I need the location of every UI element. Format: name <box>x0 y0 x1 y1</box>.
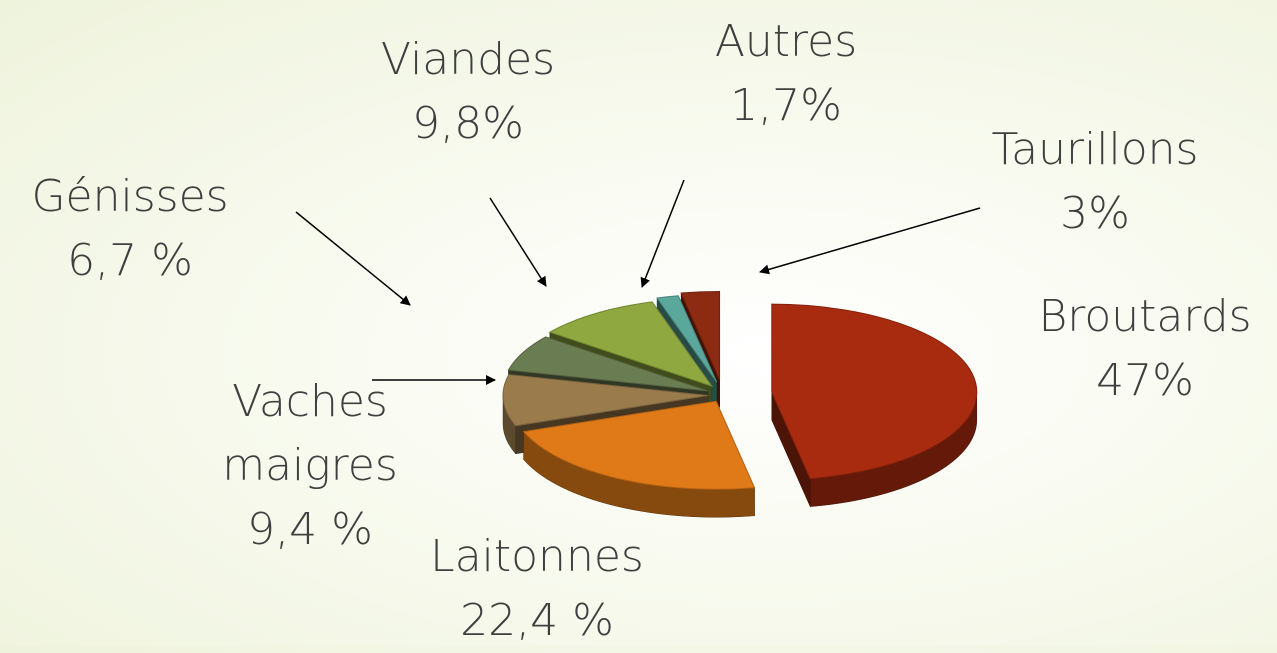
value-label: 22,4 % <box>460 595 614 646</box>
category: Taurillons <box>991 124 1199 175</box>
slice-label: Viandes 9,8% <box>381 28 555 156</box>
slice-label: Laitonnes 22,4 % <box>430 525 644 653</box>
value-label: 6,7 % <box>67 235 193 286</box>
slice-label: Broutards 47% <box>1038 285 1251 413</box>
category: Broutards <box>1038 291 1252 342</box>
value-label: 47% <box>1096 355 1194 406</box>
arrows <box>295 179 981 385</box>
pie <box>502 290 978 518</box>
value-label: 3% <box>1060 188 1130 239</box>
slice-top <box>502 374 709 427</box>
slice <box>522 400 756 518</box>
slice-label: Génisses 6,7 % <box>31 165 228 293</box>
value-label: 1,7% <box>730 80 842 131</box>
category: Autres <box>714 16 858 67</box>
arrow <box>295 211 411 306</box>
arrow <box>489 197 547 287</box>
arrow <box>640 179 685 288</box>
category: Viandes <box>380 34 556 85</box>
category: Génisses <box>31 171 229 222</box>
slice <box>771 303 978 507</box>
category: Laitonnes <box>430 531 644 582</box>
slice-label: Vaches maigres 9,4 % <box>190 370 430 562</box>
slice-top <box>656 295 718 383</box>
slice-label: Taurillons 3% <box>992 118 1199 246</box>
slice-label: Autres 1,7% <box>715 10 857 138</box>
value-label: 9,4 % <box>247 504 373 555</box>
category: Vaches maigres <box>222 376 398 491</box>
value-label: 9,8% <box>412 98 524 149</box>
slice-top <box>771 303 978 480</box>
slice-top <box>680 290 721 380</box>
slice-top <box>522 400 756 490</box>
slice-top <box>548 301 714 388</box>
slice-top <box>507 336 708 392</box>
arrow <box>759 207 981 275</box>
